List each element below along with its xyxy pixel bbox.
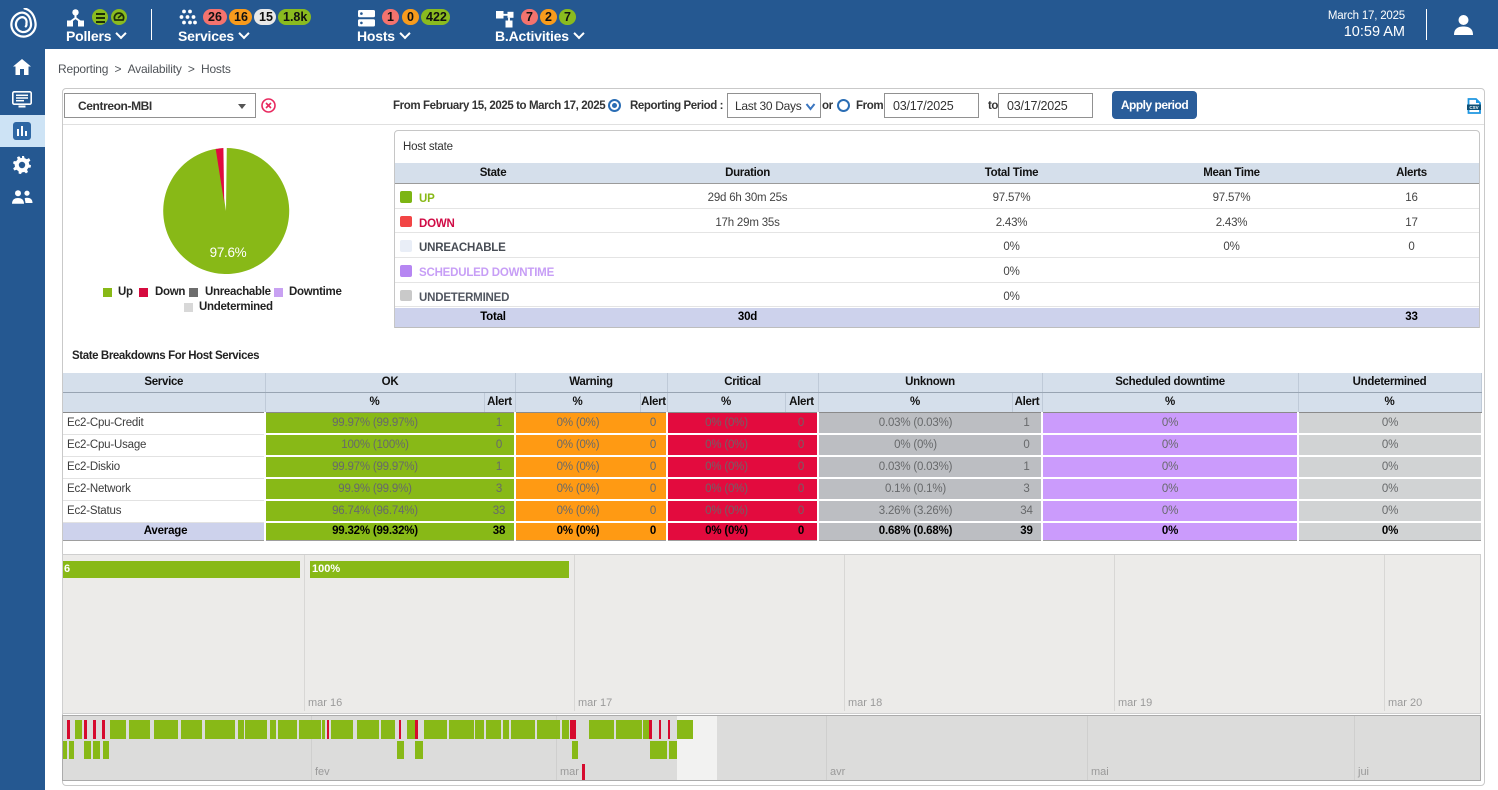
svg-text:CSV: CSV [1469, 105, 1478, 110]
svg-text:97.6%: 97.6% [210, 245, 247, 260]
